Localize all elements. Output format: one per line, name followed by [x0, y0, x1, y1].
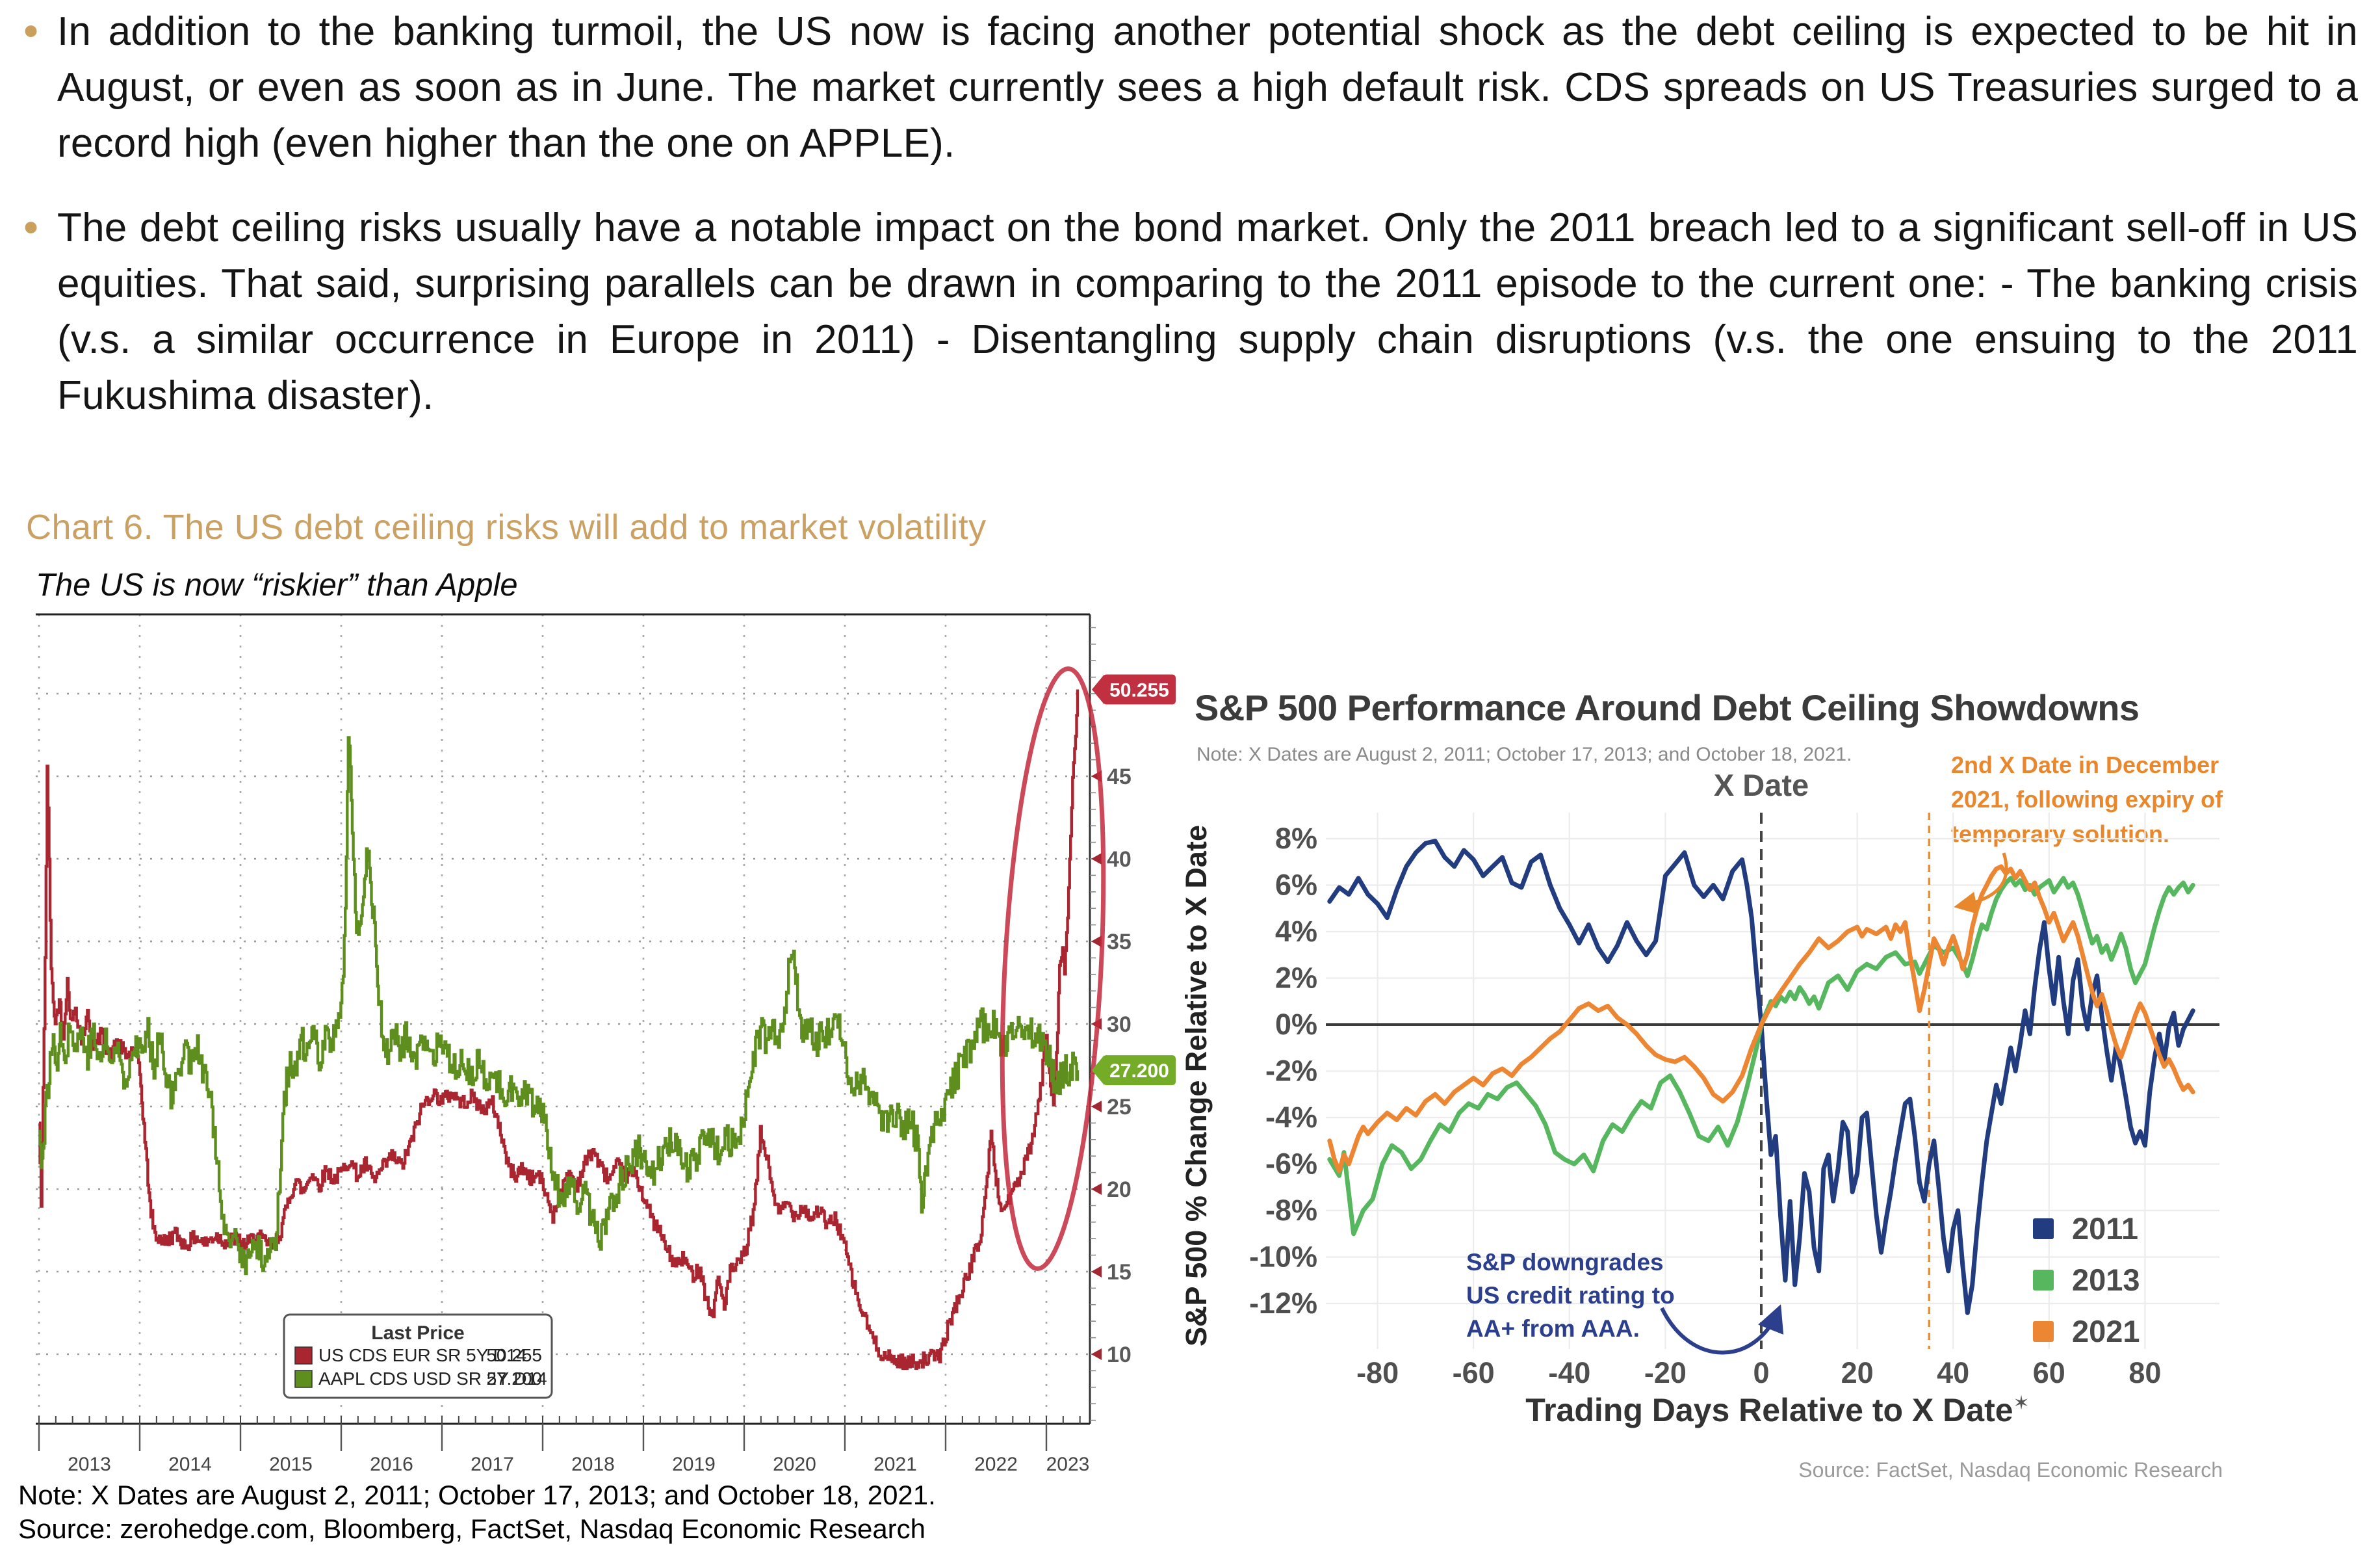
left-chart-source: Source: zerohedge.com, Bloomberg, FactSe…: [18, 1513, 926, 1544]
day-tick-label: -40: [1548, 1356, 1590, 1389]
svg-text:US CDS EUR SR 5Y D14: US CDS EUR SR 5Y D14: [318, 1345, 526, 1365]
year-tick-label: 2017: [471, 1454, 514, 1475]
orange-arrow: [1954, 852, 2008, 915]
legend-label: 2021: [2072, 1314, 2140, 1348]
right-chart-legend: 2011 2013 2021: [2033, 1211, 2140, 1365]
bullet-text: The debt ceiling risks usually have a no…: [57, 205, 2358, 418]
pct-tick-label: -10%: [1249, 1240, 1317, 1274]
legend-item-2021: 2021: [2033, 1313, 2140, 1349]
pct-tick-label: 0%: [1275, 1008, 1317, 1041]
aapl-last-price-badge: [1092, 1055, 1104, 1086]
price-tick-label: 10: [1107, 1343, 1132, 1367]
aapl-cds-series: [38, 736, 1080, 1276]
bullet-list: In addition to the banking turmoil, the …: [18, 3, 2358, 452]
svg-text:27.200: 27.200: [486, 1369, 542, 1389]
left-grid: [36, 614, 1090, 1424]
pct-tick-label: -4%: [1265, 1101, 1317, 1134]
orange-annotation: 2nd X Date in December 2021, following e…: [1951, 752, 2223, 847]
left-chart-subtitle: The US is now “riskier” than Apple: [36, 568, 518, 603]
year-tick-label: 2019: [672, 1454, 716, 1475]
day-tick-label: 80: [2128, 1356, 2161, 1389]
blue-arrow: [1660, 1304, 1784, 1355]
year-tick-label: 2013: [68, 1454, 111, 1475]
svg-text:27.200: 27.200: [1109, 1060, 1169, 1082]
svg-text:50.255: 50.255: [486, 1345, 542, 1365]
legend-swatch-2011: [2033, 1218, 2054, 1239]
price-tick-label: 35: [1107, 930, 1132, 954]
price-tick-label: 40: [1107, 847, 1132, 872]
left-chart-note: Note: X Dates are August 2, 2011; Octobe…: [18, 1480, 936, 1510]
pct-tick-label: -2%: [1265, 1055, 1317, 1088]
x-date-label: X Date: [1713, 768, 1809, 802]
day-tick-label: -80: [1356, 1356, 1399, 1389]
year-tick-label: 2018: [571, 1454, 615, 1475]
us-last-price-badge: [1092, 674, 1104, 705]
year-tick-label: 2016: [370, 1454, 413, 1475]
price-tick-label: 15: [1107, 1260, 1132, 1285]
day-tick-label: 60: [2033, 1356, 2065, 1389]
pct-tick-label: 2%: [1275, 962, 1317, 995]
year-tick-label: 2020: [773, 1454, 816, 1475]
right-chart-title: S&P 500 Performance Around Debt Ceiling …: [1195, 687, 2140, 728]
year-tick-label: 2015: [269, 1454, 313, 1475]
year-tick-label: 2023: [1046, 1454, 1090, 1475]
day-tick-label: 40: [1937, 1356, 1969, 1389]
legend-label: 2013: [2072, 1263, 2140, 1297]
us-cds-series: [38, 689, 1080, 1370]
year-tick-label: 2014: [168, 1454, 212, 1475]
series-2021: [1327, 864, 2195, 1173]
price-tick-label: 45: [1107, 765, 1132, 789]
right-chart-xlabel: Trading Days Relative to X Date✶: [1525, 1392, 2030, 1428]
year-tick-label: 2021: [873, 1454, 917, 1475]
pct-tick-label: 6%: [1275, 869, 1317, 902]
svg-text:AAPL CDS USD SR 5Y D14: AAPL CDS USD SR 5Y D14: [318, 1369, 547, 1389]
sp500-chart: 8% 6% 4% 2% 0% -2% -4% -6% -8% -10% -12% -80 -60 -40 -…: [1249, 813, 2219, 1389]
legend-swatch-2021: [2033, 1320, 2054, 1342]
spike-ellipse-annotation: [1000, 666, 1106, 1271]
day-tick-label: 0: [1753, 1356, 1769, 1389]
legend-label: 2011: [2072, 1211, 2138, 1246]
svg-text:Last Price: Last Price: [371, 1322, 464, 1344]
year-tick-label: 2022: [974, 1454, 1018, 1475]
svg-text:50.255: 50.255: [1109, 680, 1169, 701]
legend-item-2013: 2013: [2033, 1262, 2140, 1298]
right-chart-source: Source: FactSet, Nasdaq Economic Researc…: [1798, 1458, 2223, 1482]
cds-chart: 2013 2014 2015 2016 2017 2018 2019 2020 2021 2022…: [36, 613, 1176, 1475]
legend-swatch-2013: [2033, 1269, 2054, 1290]
blue-annotation: S&P downgrades US credit rating to AA+ f…: [1466, 1249, 1675, 1342]
pct-tick-label: 4%: [1275, 915, 1317, 948]
series-2011: [1327, 839, 2195, 1315]
legend-item-2011: 2011: [2033, 1211, 2140, 1246]
day-tick-label: 20: [1841, 1356, 1874, 1389]
price-tick-label: 25: [1107, 1095, 1132, 1120]
pct-tick-label: -6%: [1265, 1147, 1317, 1181]
footnote-star-icon: ✶: [2013, 1393, 2030, 1414]
chart-section-title: Chart 6. The US debt ceiling risks will …: [26, 508, 987, 547]
price-tick-label: 20: [1107, 1177, 1132, 1202]
bullet-item: The debt ceiling risks usually have a no…: [18, 199, 2358, 424]
bullet-text: In addition to the banking turmoil, the …: [57, 9, 2358, 166]
pct-tick-label: 8%: [1275, 822, 1317, 855]
day-tick-label: -60: [1453, 1356, 1495, 1389]
series-2013: [1327, 876, 2195, 1237]
day-tick-label: -20: [1644, 1356, 1687, 1389]
pct-tick-label: -12%: [1249, 1287, 1317, 1320]
price-tick-label: 30: [1107, 1012, 1132, 1037]
right-chart-note: Note: X Dates are August 2, 2011; Octobe…: [1196, 744, 1852, 765]
pct-tick-label: -8%: [1265, 1194, 1317, 1227]
bullet-item: In addition to the banking turmoil, the …: [18, 3, 2358, 172]
